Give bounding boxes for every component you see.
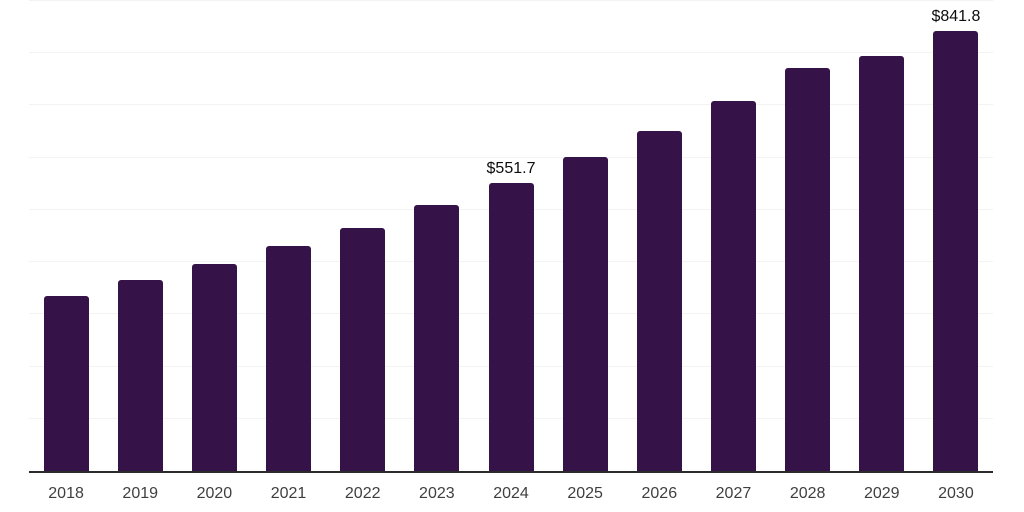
gridline <box>29 52 993 54</box>
x-tick-2024: 2024 <box>493 485 529 502</box>
x-tick-2023: 2023 <box>419 485 455 502</box>
x-tick-2018: 2018 <box>48 485 84 502</box>
bar-2019 <box>117 280 163 471</box>
bar-2025 <box>562 157 608 471</box>
bar-2030 <box>933 31 979 471</box>
x-tick-2027: 2027 <box>715 485 752 502</box>
x-tick-2022: 2022 <box>344 485 381 502</box>
bar-2029 <box>859 55 905 471</box>
bar-2020 <box>191 263 237 471</box>
bar-2026 <box>636 130 682 471</box>
x-tick-2030: 2030 <box>938 485 974 502</box>
bar-2027 <box>710 101 756 471</box>
value-label-2030: $841.8 <box>931 8 981 26</box>
x-tick-2025: 2025 <box>567 485 603 502</box>
bar-2028 <box>785 68 831 471</box>
gridline <box>29 104 993 106</box>
x-tick-2019: 2019 <box>122 485 159 502</box>
x-tick-2020: 2020 <box>196 485 233 502</box>
x-axis-line <box>29 471 993 473</box>
value-label-2024: $551.7 <box>486 159 536 177</box>
x-tick-2029: 2029 <box>863 485 900 502</box>
x-tick-2021: 2021 <box>270 485 307 502</box>
bar-2018 <box>43 296 89 471</box>
gridline <box>29 0 993 1</box>
gridline <box>29 156 993 158</box>
bar-2021 <box>266 245 312 471</box>
x-tick-2028: 2028 <box>789 485 826 502</box>
x-axis-labels: 2018 2019 2020 2021 2022 2023 2024 2025 2026 2027… <box>29 473 993 512</box>
bar-2022 <box>340 228 386 471</box>
chart-plot-area: $551.7 $841.8 <box>29 0 993 473</box>
bar-2023 <box>414 205 460 471</box>
x-tick-2026: 2026 <box>641 485 678 502</box>
bar-2024 <box>488 182 534 471</box>
